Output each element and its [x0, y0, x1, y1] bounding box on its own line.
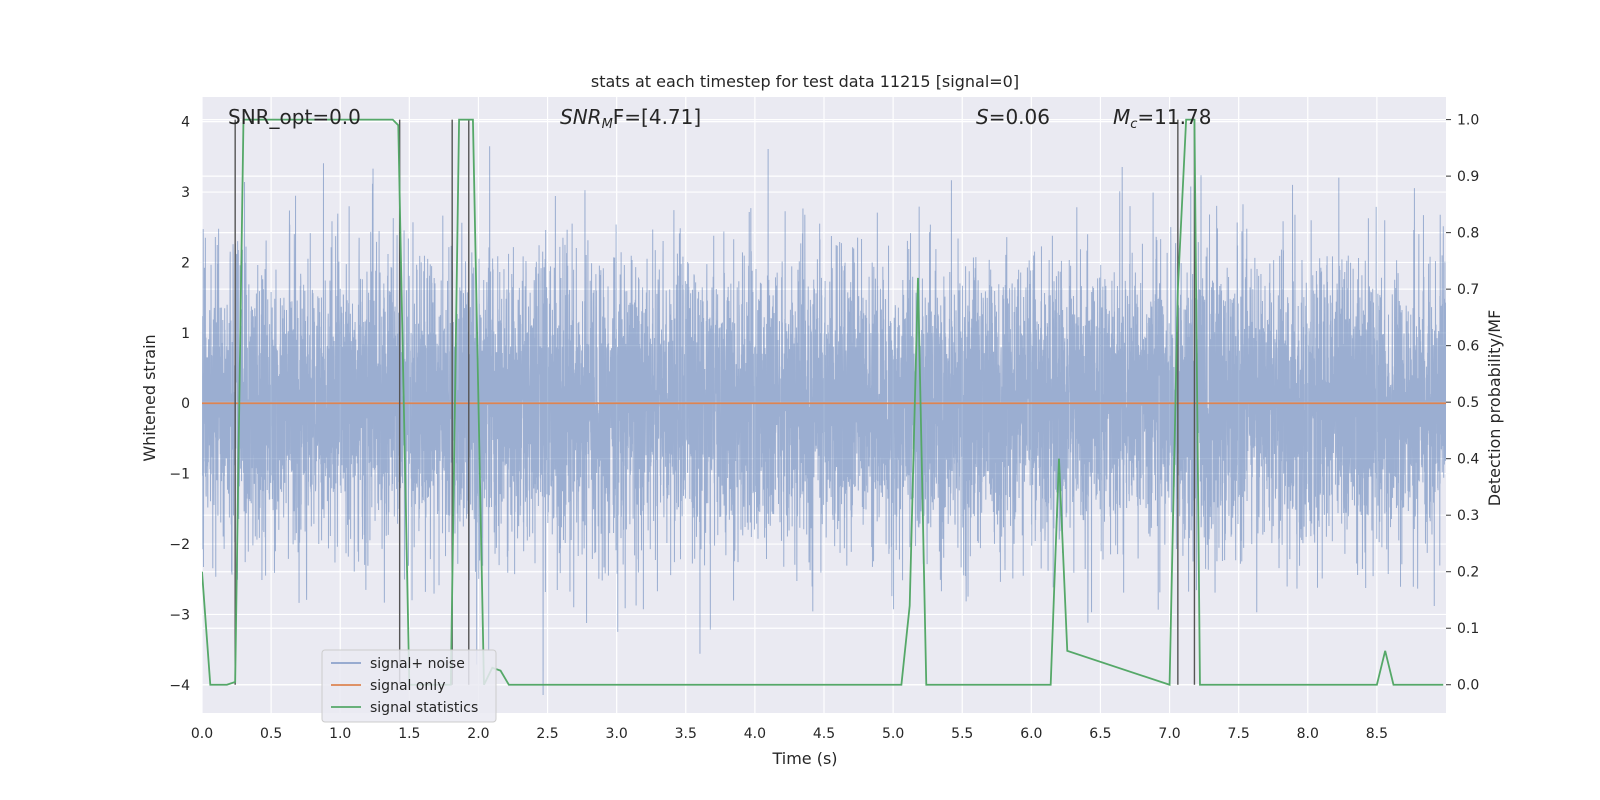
y-tick-label-right: 0.3 — [1457, 508, 1479, 524]
y-tick-label-right: 0.9 — [1457, 169, 1479, 185]
x-tick-label: 3.0 — [606, 726, 628, 742]
annotation-snr-mf-rest: F=[4.71] — [613, 105, 701, 129]
annotation-mc-sub: c — [1130, 117, 1137, 132]
y-tick-label: −1 — [169, 467, 190, 483]
x-tick-label: 5.0 — [882, 726, 904, 742]
annotation-snr-opt: SNR_opt=0.0 — [228, 105, 361, 129]
y-ticks-right: 0.0 0.1 0.2 0.3 0.4 0.5 0.6 0.7 0.8 0.9 1.0 — [1446, 113, 1479, 694]
x-tick-label: 5.5 — [951, 726, 973, 742]
chart-title: stats at each timestep for test data 112… — [591, 72, 1019, 91]
y-tick-label: 2 — [181, 255, 190, 271]
x-tick-label: 6.5 — [1089, 726, 1111, 742]
x-ticks: 0.0 0.5 1.0 1.5 2.0 2.5 3.0 3.5 4.0 4.5 5.0 5.5 6.0 6… — [191, 726, 1388, 742]
y-tick-label-right: 1.0 — [1457, 113, 1479, 129]
x-tick-label: 0.5 — [260, 726, 282, 742]
legend-frame — [321, 649, 497, 723]
x-tick-label: 7.0 — [1158, 726, 1180, 742]
y-tick-label-right: 0.6 — [1457, 339, 1479, 355]
legend-label-signal-only: signal only — [370, 678, 445, 694]
y-tick-label-right: 0.1 — [1457, 621, 1479, 637]
y-tick-label: 4 — [181, 115, 190, 131]
y-tick-label-right: 0.8 — [1457, 226, 1479, 242]
series-signal-statistics — [202, 118, 1444, 686]
legend-label-signal-noise: signal+ noise — [370, 656, 465, 672]
x-axis-label: Time (s) — [771, 749, 837, 768]
x-tick-label: 4.0 — [744, 726, 766, 742]
y-tick-label: −4 — [169, 678, 190, 694]
x-tick-label: 1.5 — [398, 726, 420, 742]
annotation-mc: Mc=11.78 — [1113, 105, 1211, 132]
x-tick-label: 3.5 — [675, 726, 697, 742]
y-tick-label-right: 0.5 — [1457, 395, 1479, 411]
annotation-snr-mf: SNRMF=[4.71] — [560, 105, 701, 132]
x-tick-label: 4.5 — [813, 726, 835, 742]
x-tick-label: 2.0 — [467, 726, 489, 742]
y-tick-label-right: 0.7 — [1457, 282, 1479, 298]
series-signal-noise — [202, 146, 1446, 695]
y-tick-label: 3 — [181, 185, 190, 201]
y-tick-label: −3 — [169, 607, 190, 623]
x-tick-label: 7.5 — [1228, 726, 1250, 742]
y-tick-label: 1 — [181, 326, 190, 342]
annotation-mc-rest: =11.78 — [1137, 105, 1211, 129]
x-tick-label: 1.0 — [329, 726, 351, 742]
x-tick-label: 8.0 — [1297, 726, 1319, 742]
legend: signal+ noise signal only signal statist… — [321, 649, 497, 723]
annotation-mc-base: M — [1113, 105, 1130, 129]
y-tick-label: 0 — [181, 396, 190, 412]
annotation-s: S=0.06 — [976, 105, 1050, 129]
y-axis-label-right: Detection probability/MF — [1485, 310, 1504, 507]
y-tick-label: −2 — [169, 537, 190, 553]
x-tick-label: 8.5 — [1366, 726, 1388, 742]
y-tick-label-right: 0.2 — [1457, 565, 1479, 581]
y-tick-label-right: 0.4 — [1457, 452, 1479, 468]
x-tick-label: 2.5 — [536, 726, 558, 742]
y-tick-label-right: 0.0 — [1457, 678, 1479, 694]
annotation-snr-mf-base: SNR — [560, 105, 602, 129]
y-axis-label: Whitened strain — [140, 334, 159, 461]
plot-area — [202, 118, 1446, 695]
legend-label-signal-statistics: signal statistics — [370, 700, 478, 716]
annotation-s-base: S — [976, 105, 989, 129]
x-tick-label: 6.0 — [1020, 726, 1042, 742]
annotation-snr-mf-sub: M — [602, 117, 613, 132]
annotation-s-rest: =0.06 — [989, 105, 1050, 129]
y-ticks-left: −4 −3 −2 −1 0 1 2 3 4 — [169, 115, 190, 694]
x-tick-label: 0.0 — [191, 726, 213, 742]
